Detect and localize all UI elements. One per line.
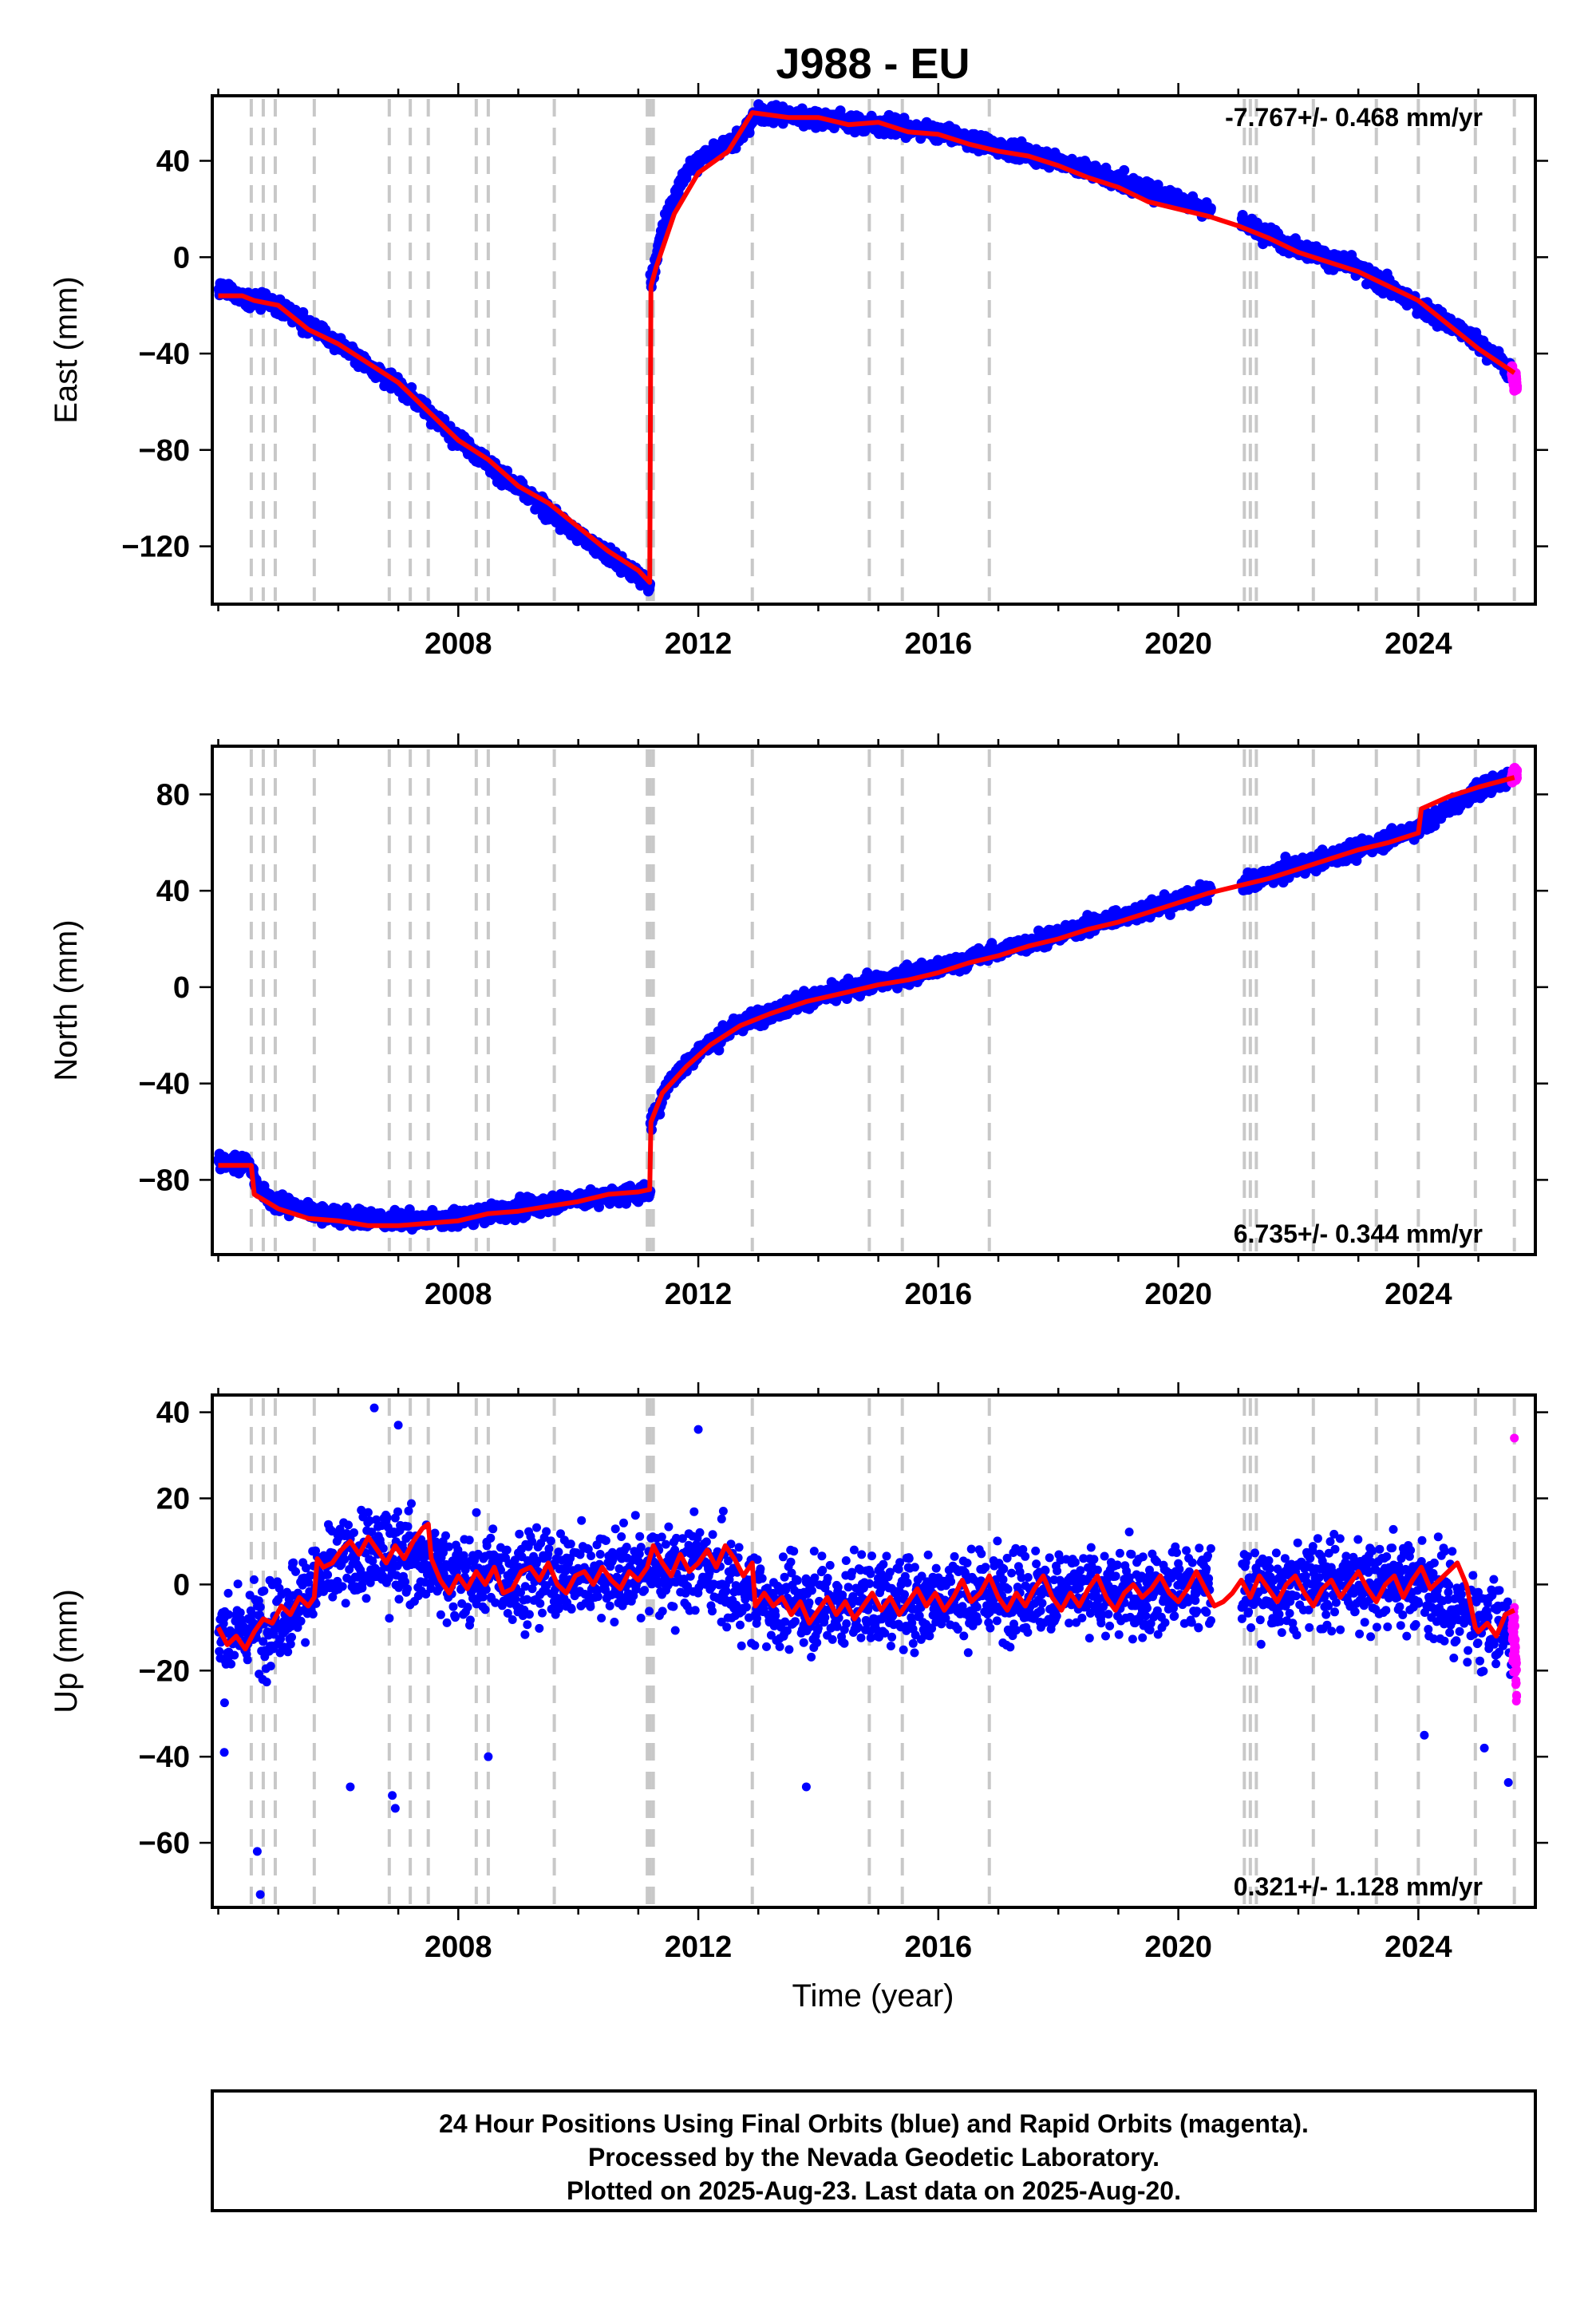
x-tick-label: 2016 xyxy=(905,1278,973,1311)
y-tick-label: −80 xyxy=(139,434,190,468)
x-tick-label: 2024 xyxy=(1385,627,1452,661)
x-tick-label: 2024 xyxy=(1385,1278,1452,1311)
y-tick-label: −40 xyxy=(139,1068,190,1101)
model-line xyxy=(218,110,1516,585)
x-tick-label: 2020 xyxy=(1144,1278,1212,1311)
y-axis-label: East (mm) xyxy=(49,276,84,423)
y-tick-label: 40 xyxy=(156,145,190,179)
y-tick-label: 0 xyxy=(173,241,190,275)
y-tick-label: −120 xyxy=(121,531,190,564)
event-lines xyxy=(249,99,1516,601)
rate-label: -7.767+/- 0.468 mm/yr xyxy=(1225,103,1483,132)
model-line xyxy=(218,775,1515,1228)
rapid-orbit-point xyxy=(1511,381,1523,392)
y-tick-label: −40 xyxy=(139,338,190,371)
y-tick-label: 0 xyxy=(173,971,190,1005)
x-tick-label: 2012 xyxy=(665,627,733,661)
final-orbit-point xyxy=(1205,203,1216,214)
rapid-orbit-point xyxy=(1511,765,1523,776)
final-orbit-point xyxy=(1119,164,1130,176)
x-tick-label: 2012 xyxy=(665,1278,733,1311)
y-tick-label: −80 xyxy=(139,1164,190,1197)
y-tick-label: 80 xyxy=(156,778,190,812)
y-tick-label: 40 xyxy=(156,875,190,908)
panel-east: 2008 2012 2016 2020 2024 40 0 −40 −80 −120 East (m… xyxy=(49,83,1548,661)
x-tick-label: 2020 xyxy=(1144,627,1212,661)
x-tick-label: 2016 xyxy=(905,627,973,661)
event-lines xyxy=(249,749,1516,1251)
chart-title: J988 - EU xyxy=(776,40,970,88)
x-tick-label: 2008 xyxy=(425,627,492,661)
x-tick-label: 2008 xyxy=(425,1278,492,1311)
